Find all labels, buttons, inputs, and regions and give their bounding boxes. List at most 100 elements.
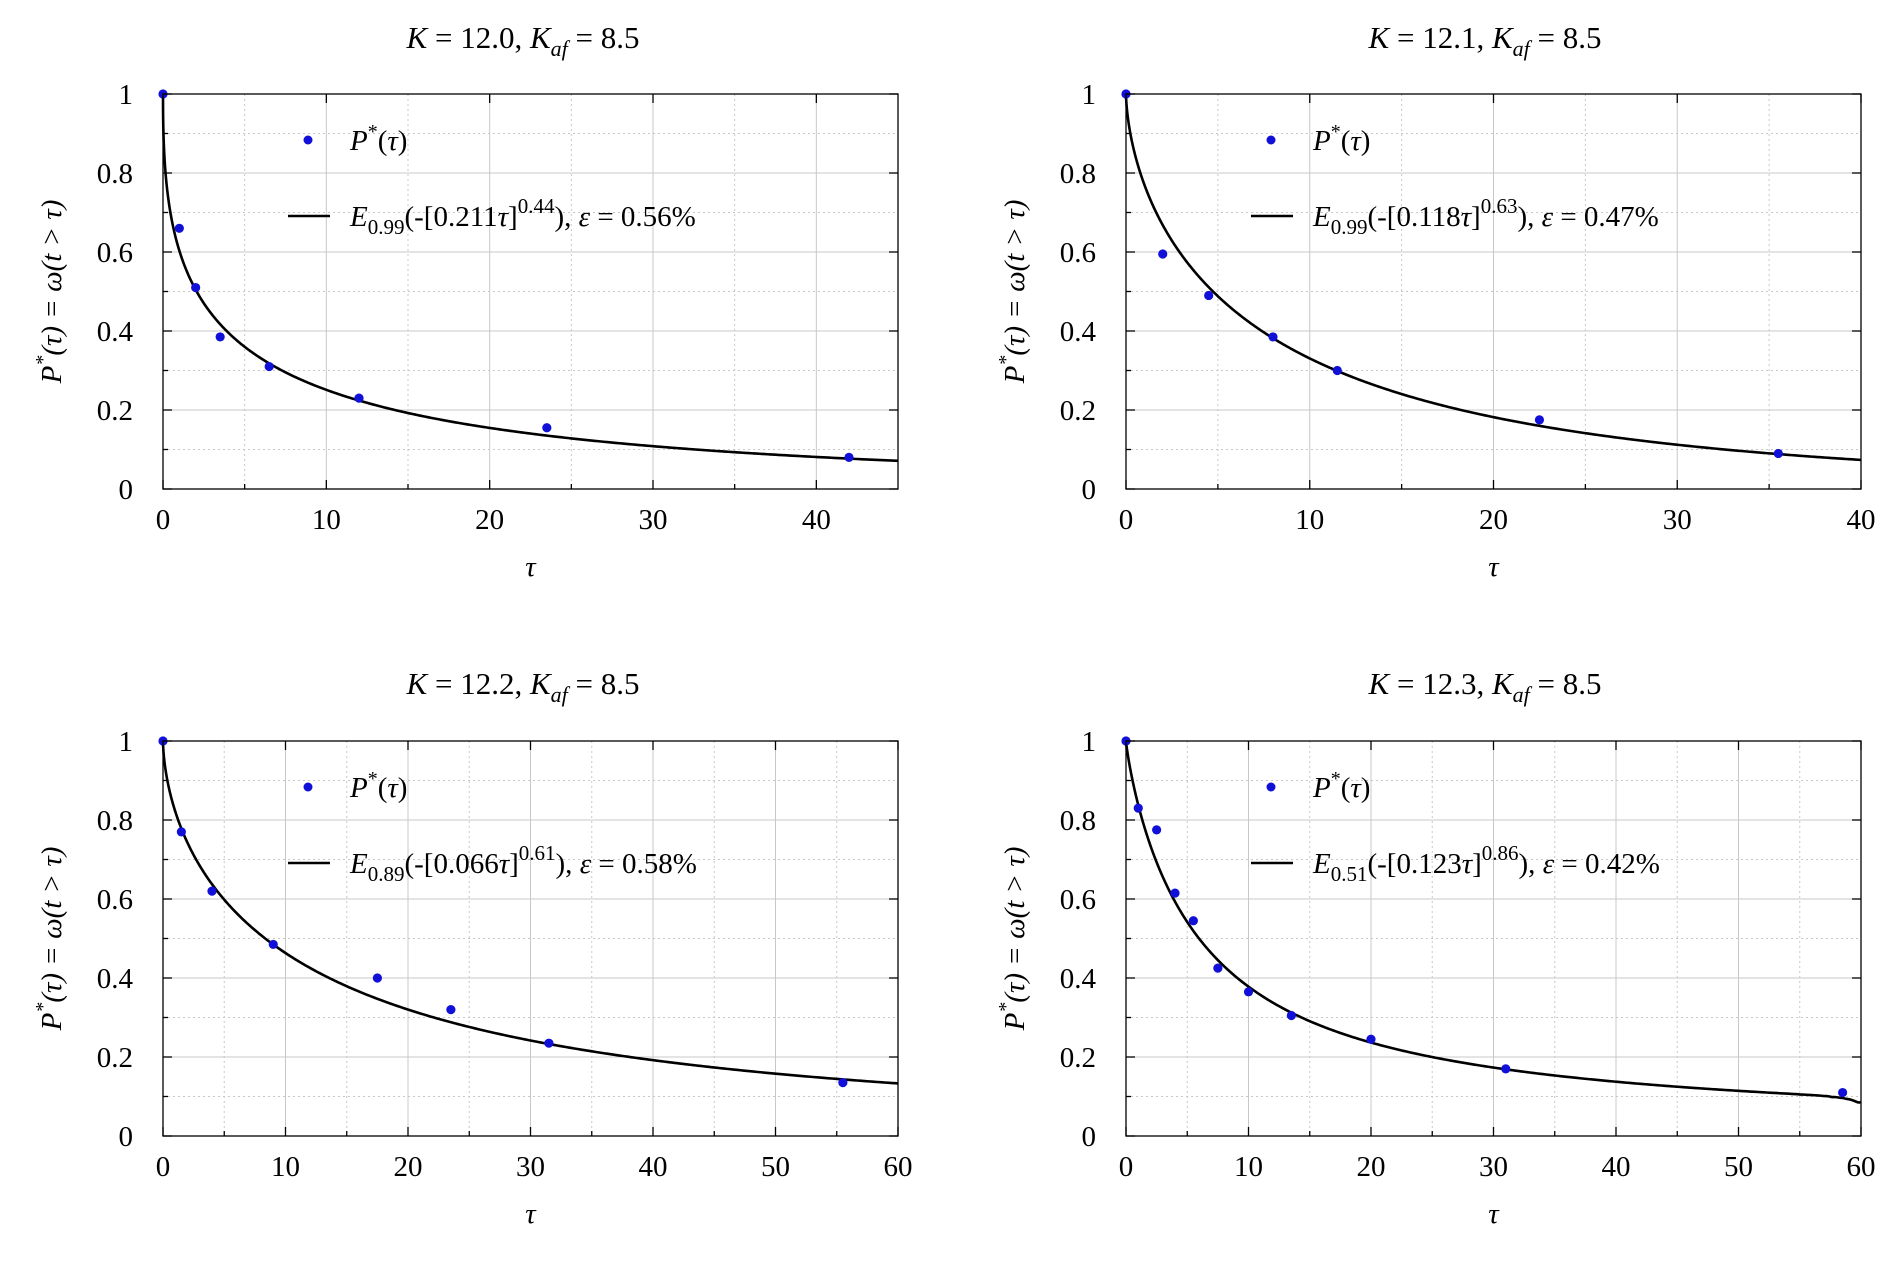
y-tick-label: 0	[1082, 1121, 1097, 1153]
x-tick-label: 10	[1295, 504, 1324, 536]
data-point	[268, 939, 278, 950]
x-tick-label: 20	[394, 1151, 423, 1183]
data-point	[354, 393, 364, 403]
y-tick-label: 0.8	[97, 158, 133, 190]
x-tick-label: 10	[1234, 1151, 1263, 1183]
fit-line-path	[161, 740, 899, 1085]
data-point	[174, 223, 184, 233]
fit-line-path	[1124, 93, 1862, 462]
axis-ticks: 0 10 20 30 40 50 60 0 0.2 0.4 0.6 0.8 1	[1060, 726, 1876, 1183]
legend-point-marker	[303, 782, 313, 792]
legend-fit-label: E0.51(-[0.123τ]0.86), ε = 0.42%	[1312, 841, 1660, 886]
chart-panel-4: K = 12.3, Kaf = 8.5 0 10 20 30 40 50 60 0 0.2 0.4…	[995, 666, 1876, 1230]
legend: P*(τ) E0.89(-[0.066τ]0.61), ε = 0.58%	[288, 768, 697, 886]
x-tick-label: 40	[802, 504, 831, 536]
legend-fit-label: E0.99(-[0.211τ]0.44), ε = 0.56%	[349, 194, 696, 239]
x-tick-label: 0	[156, 504, 171, 536]
x-tick-label: 40	[1602, 1151, 1631, 1183]
y-tick-label: 0.2	[1060, 1042, 1096, 1074]
data-point	[207, 886, 217, 896]
x-tick-label: 0	[1119, 504, 1134, 536]
y-tick-label: 0.4	[1060, 963, 1097, 995]
data-point	[1188, 916, 1198, 926]
legend-points-label: P*(τ)	[1312, 768, 1370, 804]
data-point	[542, 423, 552, 433]
x-axis-title: τ	[525, 551, 537, 583]
data-point	[1332, 365, 1342, 376]
x-tick-label: 0	[156, 1151, 171, 1183]
y-axis-title: P*(τ) = ω(t > τ)	[32, 847, 68, 1032]
data-point	[215, 332, 225, 342]
chart-panel-2: K = 12.1, Kaf = 8.5 0 10 20 30 4000.20.40.60…	[995, 20, 1876, 583]
data-point	[1170, 888, 1180, 898]
x-tick-label: 20	[1357, 1151, 1386, 1183]
x-axis-title: τ	[1488, 551, 1500, 583]
data-point	[1268, 332, 1278, 342]
grid	[1126, 741, 1861, 1136]
data-point	[264, 361, 274, 372]
y-axis-title: P*(τ) = ω(t > τ)	[32, 200, 68, 385]
legend: P*(τ) E0.51(-[0.123τ]0.86), ε = 0.42%	[1251, 768, 1660, 886]
data-point	[1286, 1010, 1296, 1021]
data-points	[1121, 89, 1783, 459]
x-tick-label: 40	[639, 1151, 668, 1183]
data-point	[1501, 1064, 1511, 1074]
data-point	[1158, 249, 1168, 259]
x-tick-label: 10	[312, 504, 341, 536]
grid	[163, 94, 898, 489]
x-tick-label: 60	[884, 1151, 913, 1183]
data-point	[544, 1038, 554, 1048]
y-tick-label: 0.6	[1060, 884, 1096, 916]
legend-fit-label: E0.99(-[0.118τ]0.63), ε = 0.47%	[1312, 194, 1659, 239]
y-tick-label: 0.4	[1060, 316, 1097, 348]
x-tick-label: 50	[1724, 1151, 1753, 1183]
y-tick-label: 0.6	[97, 237, 133, 269]
legend-fit-label: E0.89(-[0.066τ]0.61), ε = 0.58%	[349, 841, 697, 886]
y-tick-label: 0.6	[1060, 237, 1096, 269]
axis-ticks: 0 10 20 30 40 0 0.2 0.4 0.6 0.8 1	[97, 79, 898, 536]
fit-curve	[161, 740, 899, 1085]
svg-text:P*(τ) = ω(t > τ): P*(τ) = ω(t > τ)	[995, 847, 1031, 1032]
y-tick-label: 1	[1082, 726, 1097, 758]
x-tick-label: 30	[1663, 504, 1692, 536]
data-point	[1204, 290, 1214, 301]
x-axis-title: τ	[525, 1198, 537, 1230]
x-tick-label: 10	[271, 1151, 300, 1183]
data-point	[176, 827, 186, 837]
data-point	[1773, 448, 1783, 459]
x-tick-label: 20	[475, 504, 504, 536]
data-point	[844, 452, 854, 462]
fit-line-path	[161, 93, 899, 463]
x-tick-label: 30	[1479, 1151, 1508, 1183]
data-point	[1243, 987, 1254, 997]
y-tick-label: 0.2	[1060, 395, 1096, 427]
y-tick-label: 1	[1082, 79, 1097, 111]
x-tick-label: 40	[1847, 504, 1876, 536]
y-axis-title: P*(τ) = ω(t > τ)	[995, 200, 1031, 385]
axis-ticks: 0 10 20 30 40 0 0.2 0.4 0.6 0.8 1	[1060, 79, 1876, 536]
legend: P*(τ) E0.99(-[0.118τ]0.63), ε = 0.47%	[1251, 121, 1659, 239]
y-tick-label: 0.2	[97, 395, 133, 427]
data-point	[372, 973, 382, 983]
svg-text:P*(τ) = ω(t > τ): P*(τ) = ω(t > τ)	[32, 200, 68, 385]
y-tick-label: 0.4	[97, 316, 134, 348]
panel-title: K = 12.2, Kaf = 8.5	[406, 666, 640, 707]
legend-points-label: P*(τ)	[1312, 121, 1370, 157]
panel-title: K = 12.1, Kaf = 8.5	[1368, 20, 1602, 61]
chart-panel-3: K = 12.2, Kaf = 8.5 0 10 20 30 40 50 60 0 0.2 0.4…	[32, 666, 913, 1230]
data-points	[158, 89, 854, 462]
panel-title: K = 12.3, Kaf = 8.5	[1368, 666, 1602, 707]
y-tick-label: 0.8	[1060, 805, 1096, 837]
fit-curve	[161, 93, 899, 463]
svg-text:P*(τ) = ω(t > τ): P*(τ) = ω(t > τ)	[995, 200, 1031, 385]
legend-point-marker	[1266, 135, 1276, 145]
legend: P*(τ) E0.99(-[0.211τ]0.44), ε = 0.56%	[288, 121, 696, 239]
data-point	[1213, 963, 1223, 973]
data-points	[1121, 736, 1848, 1098]
x-tick-label: 60	[1847, 1151, 1876, 1183]
legend-points-label: P*(τ)	[349, 768, 407, 804]
data-points	[158, 736, 848, 1088]
data-point	[1366, 1034, 1376, 1044]
x-axis-title: τ	[1488, 1198, 1500, 1230]
